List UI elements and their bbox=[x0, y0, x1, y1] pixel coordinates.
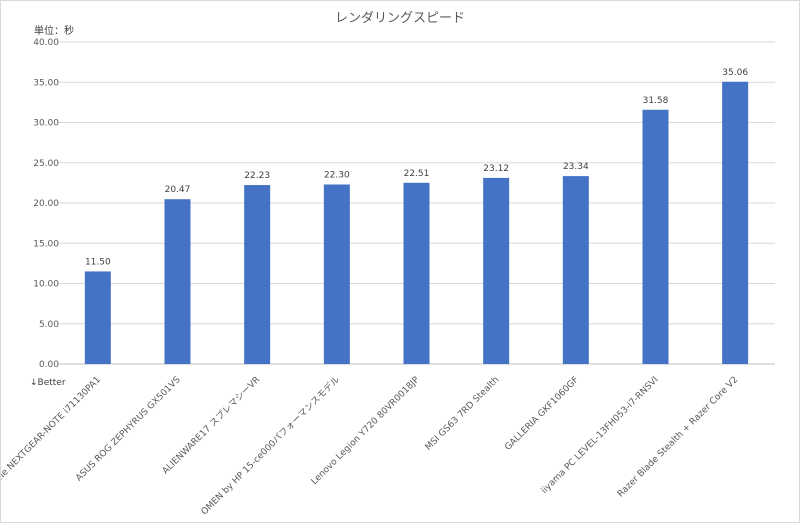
category-label: GALLERIA GKF1060GF bbox=[503, 375, 581, 453]
unit-label: 単位：秒 bbox=[34, 24, 74, 37]
y-axis-ticks: 0.00 5.00 10.00 15.00 20.00 25.00 30.00 35.00 40… bbox=[33, 38, 59, 370]
y-tick-label: 0.00 bbox=[39, 360, 59, 370]
data-label: 35.06 bbox=[722, 68, 748, 78]
data-label: 23.12 bbox=[483, 164, 509, 174]
chart-title: レンダリングスピード bbox=[335, 11, 465, 26]
bar bbox=[84, 271, 111, 364]
bar bbox=[483, 177, 510, 364]
y-tick-label: 40.00 bbox=[33, 38, 59, 48]
bar bbox=[244, 185, 271, 364]
data-label: 31.58 bbox=[643, 96, 669, 106]
data-label: 20.47 bbox=[165, 185, 191, 195]
bar bbox=[562, 176, 589, 364]
y-tick-label: 30.00 bbox=[33, 119, 59, 129]
data-label: 22.51 bbox=[404, 169, 430, 179]
y-tick-label: 15.00 bbox=[33, 239, 59, 249]
y-tick-label: 25.00 bbox=[33, 159, 59, 169]
category-label: MSI GS63 7RD Stealth bbox=[424, 375, 502, 453]
bar bbox=[323, 184, 350, 364]
category-label: OMEN by HP 15-ce000パフォーマンスモデル bbox=[198, 374, 342, 518]
better-note: ↓Better bbox=[30, 378, 66, 388]
bar bbox=[403, 182, 430, 364]
bars bbox=[84, 81, 749, 364]
data-label: 11.50 bbox=[85, 257, 111, 267]
data-label: 23.34 bbox=[563, 162, 589, 172]
data-label: 22.30 bbox=[324, 170, 350, 180]
bar bbox=[164, 199, 191, 364]
y-tick-label: 10.00 bbox=[33, 280, 59, 290]
data-label: 22.23 bbox=[244, 171, 270, 181]
category-label: ALIENWARE17 スプレマシーVR bbox=[160, 374, 262, 476]
category-label: G-Tune NEXTGEAR-NOTE i71130PA1 bbox=[1, 375, 103, 496]
y-tick-label: 35.00 bbox=[33, 78, 59, 88]
bar bbox=[642, 109, 669, 364]
y-tick-label: 5.00 bbox=[39, 320, 59, 330]
y-tick-label: 20.00 bbox=[33, 199, 59, 209]
bar bbox=[722, 81, 749, 364]
data-labels: 11.50 20.47 22.23 22.30 22.51 23.12 23.34 31.58… bbox=[85, 68, 748, 268]
